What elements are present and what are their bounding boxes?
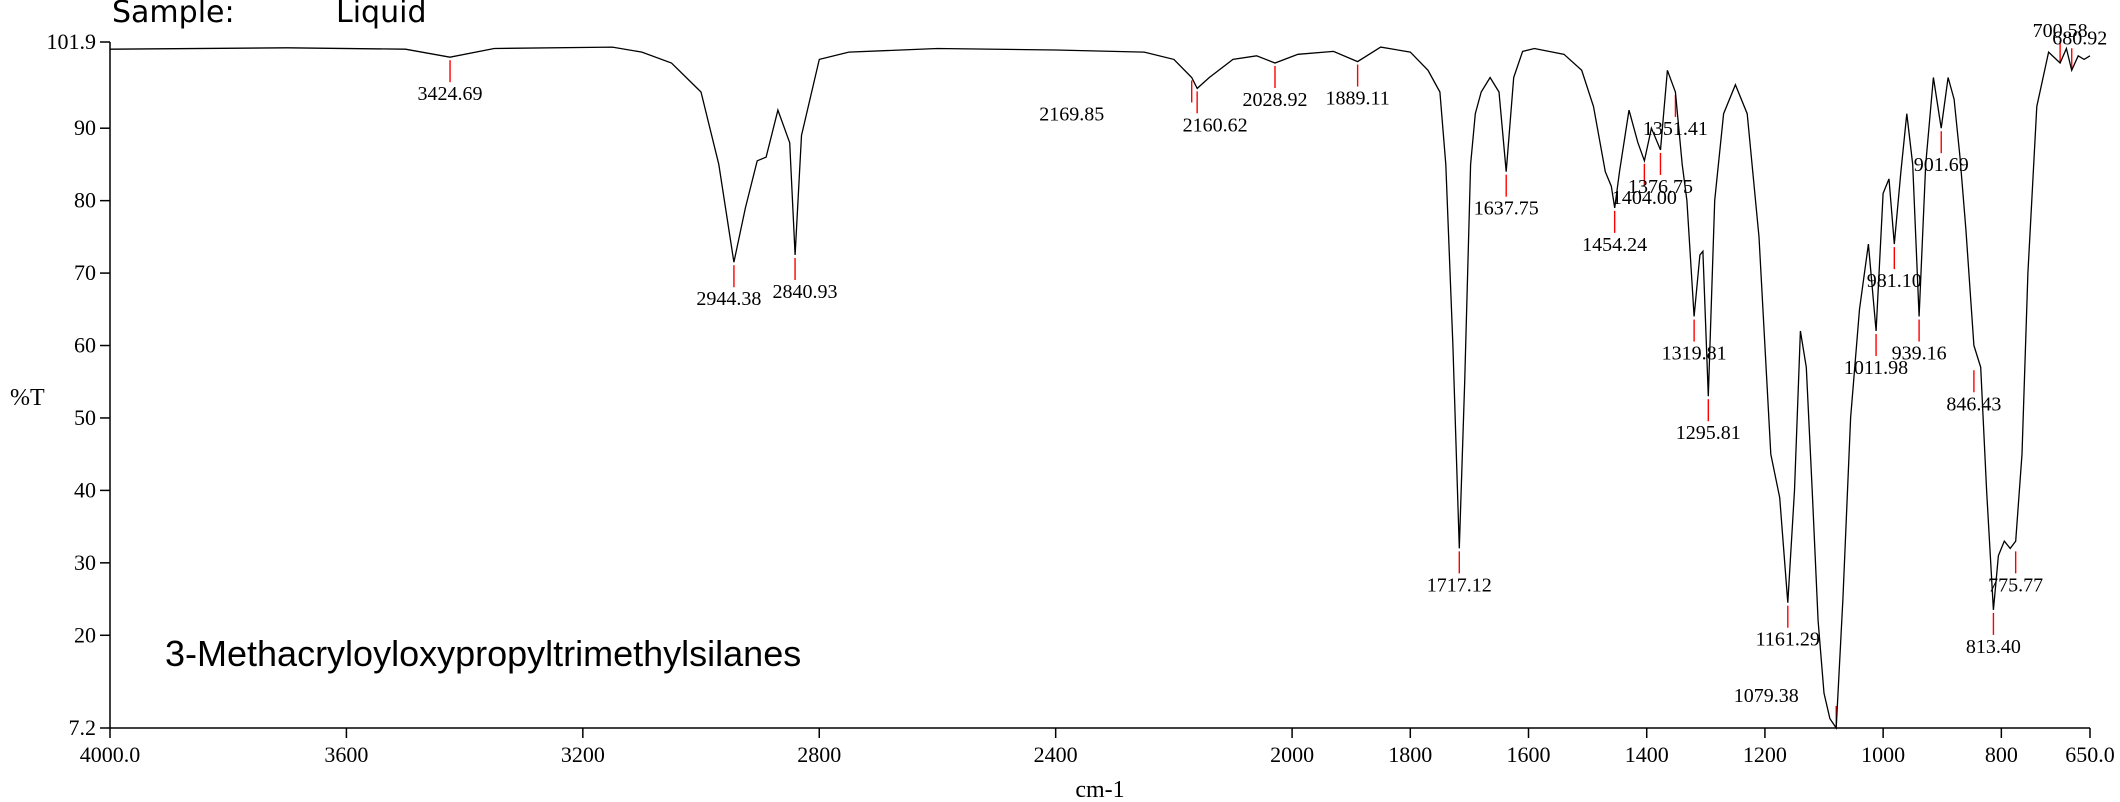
peak-label: 2028.92 xyxy=(1242,89,1307,111)
peak-label: 2840.93 xyxy=(773,281,838,303)
y-tick-label: 20 xyxy=(74,622,96,647)
x-tick-label: 650.0 xyxy=(2065,742,2115,767)
peak-labels: 3424.69 2944.38 2840.93 2169.85 2160.62 2028.… xyxy=(418,20,2108,707)
x-axis-title: cm-1 xyxy=(1075,777,1124,802)
peak-label: 1889.11 xyxy=(1325,88,1389,110)
sample-value: Liquid xyxy=(336,0,426,30)
x-tick-label: 2400 xyxy=(1034,742,1078,767)
y-tick-label: 30 xyxy=(74,550,96,575)
peak-label: 680.92 xyxy=(2052,27,2107,49)
peak-label: 700.58 xyxy=(2033,20,2088,42)
x-tick-label: 3200 xyxy=(561,742,605,767)
x-tick-label: 2000 xyxy=(1270,742,1314,767)
peak-label: 775.77 xyxy=(1988,574,2043,596)
y-tick-label: 50 xyxy=(74,405,96,430)
y-tick-label: 70 xyxy=(74,260,96,285)
x-tick-label: 1000 xyxy=(1861,742,1905,767)
peak-label: 1011.98 xyxy=(1844,357,1908,379)
x-tick-label: 1200 xyxy=(1743,742,1787,767)
peak-label: 846.43 xyxy=(1946,393,2001,415)
x-tick-label: 3600 xyxy=(324,742,368,767)
peak-label: 3424.69 xyxy=(418,83,483,105)
y-tick-label: 90 xyxy=(74,115,96,140)
peak-label: 1161.29 xyxy=(1756,629,1820,651)
y-ticks: 7.2 20 30 40 50 60 70 80 90 101.9 xyxy=(47,29,110,740)
x-tick-label: 1400 xyxy=(1625,742,1669,767)
x-ticks: 4000.0 3600 3200 2800 2400 2000 1800 1600 1400 12… xyxy=(80,728,2115,767)
peak-label: 2944.38 xyxy=(696,288,761,310)
peak-label: 1351.41 xyxy=(1643,118,1708,140)
peak-label: 1717.12 xyxy=(1427,574,1492,596)
peak-label: 1376.75 xyxy=(1628,176,1693,198)
x-tick-label: 1600 xyxy=(1507,742,1551,767)
sample-label: Sample: xyxy=(112,0,235,30)
peak-label: 813.40 xyxy=(1966,636,2021,658)
y-tick-label: 101.9 xyxy=(47,29,97,54)
peak-label: 981.10 xyxy=(1867,270,1922,292)
peak-label: 1637.75 xyxy=(1474,198,1539,220)
peak-markers xyxy=(449,41,2073,728)
peak-label: 901.69 xyxy=(1914,154,1969,176)
peak-label: 2160.62 xyxy=(1183,114,1248,136)
peak-label: 1295.81 xyxy=(1676,422,1741,444)
spectrum-series-line xyxy=(109,46,2091,730)
peak-label: 1079.38 xyxy=(1734,685,1799,707)
peak-label: 1404.00 xyxy=(1612,187,1677,209)
x-tick-label: 1800 xyxy=(1388,742,1432,767)
y-tick-label: 7.2 xyxy=(69,715,97,740)
x-tick-label: 800 xyxy=(1985,742,2018,767)
y-axis-title: %T xyxy=(10,385,45,411)
compound-name: 3-Methacryloyloxypropyltrimethylsilanes xyxy=(165,633,801,674)
peak-label: 2169.85 xyxy=(1039,103,1104,125)
y-tick-label: 60 xyxy=(74,333,96,358)
peak-label: 1319.81 xyxy=(1662,343,1727,365)
peak-label: 1454.24 xyxy=(1582,234,1647,256)
x-tick-label: 2800 xyxy=(797,742,841,767)
x-tick-label: 4000.0 xyxy=(80,742,141,767)
y-tick-label: 40 xyxy=(74,477,96,502)
peak-label: 939.16 xyxy=(1892,343,1947,365)
y-tick-label: 80 xyxy=(74,188,96,213)
